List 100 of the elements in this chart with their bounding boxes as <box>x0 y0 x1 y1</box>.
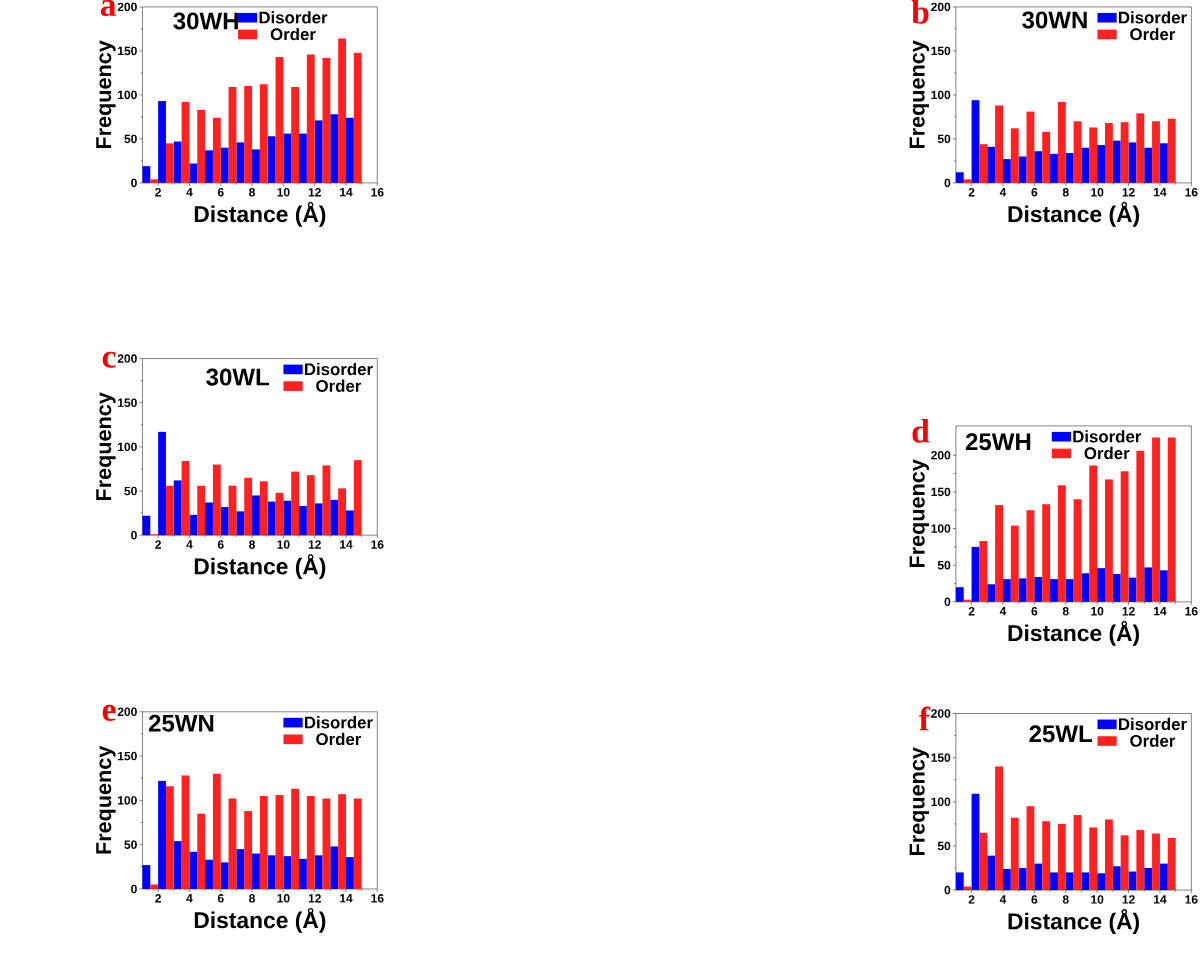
x-tick-label: 8 <box>249 894 256 903</box>
bar <box>1018 868 1027 891</box>
y-tick-label: 200 <box>931 450 951 460</box>
y-tick-label: 0 <box>131 884 137 894</box>
chart-title: 30WH <box>173 12 238 30</box>
x-tick-label: 14 <box>340 188 353 197</box>
bar <box>244 811 253 889</box>
bar <box>158 780 166 889</box>
bar <box>205 859 213 889</box>
y-tick-label: 50 <box>937 560 951 570</box>
bar <box>955 172 964 183</box>
bar <box>1167 118 1176 183</box>
y-tick-label: 100 <box>931 524 951 533</box>
bar <box>252 495 260 536</box>
y-tick-label: 150 <box>118 46 137 56</box>
bar <box>955 587 964 602</box>
x-tick-label: 2 <box>968 607 975 616</box>
bar <box>987 584 996 602</box>
bar <box>299 858 307 889</box>
chart-title: 25WL <box>1029 725 1092 743</box>
y-axis-title: Frequency <box>909 40 929 149</box>
y-tick-label: 100 <box>118 796 137 805</box>
bar <box>1057 823 1066 891</box>
chart-title: 30WN <box>1022 11 1087 29</box>
x-tick-label: 4 <box>999 188 1007 197</box>
bar <box>1152 121 1160 183</box>
legend-label: Order <box>1130 27 1176 41</box>
bar <box>1073 121 1082 183</box>
x-tick-label: 6 <box>217 894 224 903</box>
bar <box>338 488 346 536</box>
bar <box>267 855 276 889</box>
x-tick-label: 16 <box>1185 607 1198 616</box>
x-tick-label: 14 <box>340 894 353 903</box>
x-tick-label: 4 <box>186 188 193 197</box>
x-axis-title: Distance (Å) <box>1008 201 1140 227</box>
x-tick-label: 14 <box>340 540 353 549</box>
x-tick-label: 2 <box>155 540 161 549</box>
bar <box>1042 821 1051 891</box>
legend-label: Order <box>1084 446 1130 460</box>
bar <box>220 147 229 183</box>
bar <box>173 841 182 889</box>
bar <box>299 133 307 183</box>
bar <box>259 481 268 536</box>
y-tick-label: 100 <box>118 442 137 452</box>
y-tick-label: 50 <box>937 841 951 851</box>
bar <box>979 541 988 602</box>
bar <box>283 856 292 889</box>
bar <box>353 798 362 889</box>
bar <box>1065 579 1074 602</box>
bar <box>1065 872 1074 891</box>
x-tick-label: 12 <box>1122 188 1135 197</box>
text: e <box>102 704 116 721</box>
x-tick-label: 4 <box>186 894 193 903</box>
bar <box>142 166 151 183</box>
y-tick-label: 0 <box>944 885 951 895</box>
bar <box>1097 568 1105 602</box>
y-axis-title: Frequency <box>96 745 116 854</box>
bar <box>353 52 362 183</box>
x-tick-label: 12 <box>1122 607 1135 616</box>
x-tick-label: 6 <box>1031 188 1038 197</box>
y-tick-label: 200 <box>931 709 951 718</box>
y-tick-label: 150 <box>931 753 951 762</box>
x-tick-label: 4 <box>999 895 1007 904</box>
legend-label: Order <box>270 27 316 41</box>
x-axis-title: Distance (Å) <box>194 201 326 227</box>
bar <box>1120 835 1129 891</box>
bar <box>142 865 151 889</box>
x-tick-label: 14 <box>1154 895 1167 904</box>
x-tick-label: 2 <box>968 895 975 904</box>
legend-label: Disorder <box>259 11 328 24</box>
bar <box>1026 510 1035 602</box>
bar <box>252 853 260 889</box>
bar <box>212 464 221 536</box>
bar <box>1144 868 1153 891</box>
bar <box>158 101 166 183</box>
y-tick-label: 200 <box>117 354 137 363</box>
legend-label: Order <box>316 379 362 392</box>
bar <box>322 465 331 536</box>
chart-title: 25WH <box>965 433 1031 451</box>
x-tick-label: 10 <box>277 540 290 549</box>
y-tick-label: 100 <box>931 90 951 100</box>
text: d <box>912 418 930 443</box>
bar <box>955 872 964 891</box>
bar <box>971 100 980 183</box>
x-tick-label: 8 <box>1062 607 1069 616</box>
legend-label: Order <box>316 732 362 746</box>
y-tick-label: 50 <box>937 134 951 144</box>
y-tick-label: 200 <box>117 707 137 717</box>
bar <box>1089 827 1098 891</box>
bar <box>1120 122 1129 183</box>
bar <box>1042 131 1051 183</box>
bar <box>1144 147 1153 183</box>
x-tick-label: 12 <box>308 540 321 549</box>
y-axis-title: Frequency <box>96 392 116 501</box>
text: a <box>100 0 117 17</box>
bar <box>267 501 276 536</box>
bar <box>189 851 198 889</box>
bar <box>1018 156 1027 183</box>
x-tick-label: 8 <box>1062 895 1069 904</box>
x-tick-label: 10 <box>277 188 290 197</box>
